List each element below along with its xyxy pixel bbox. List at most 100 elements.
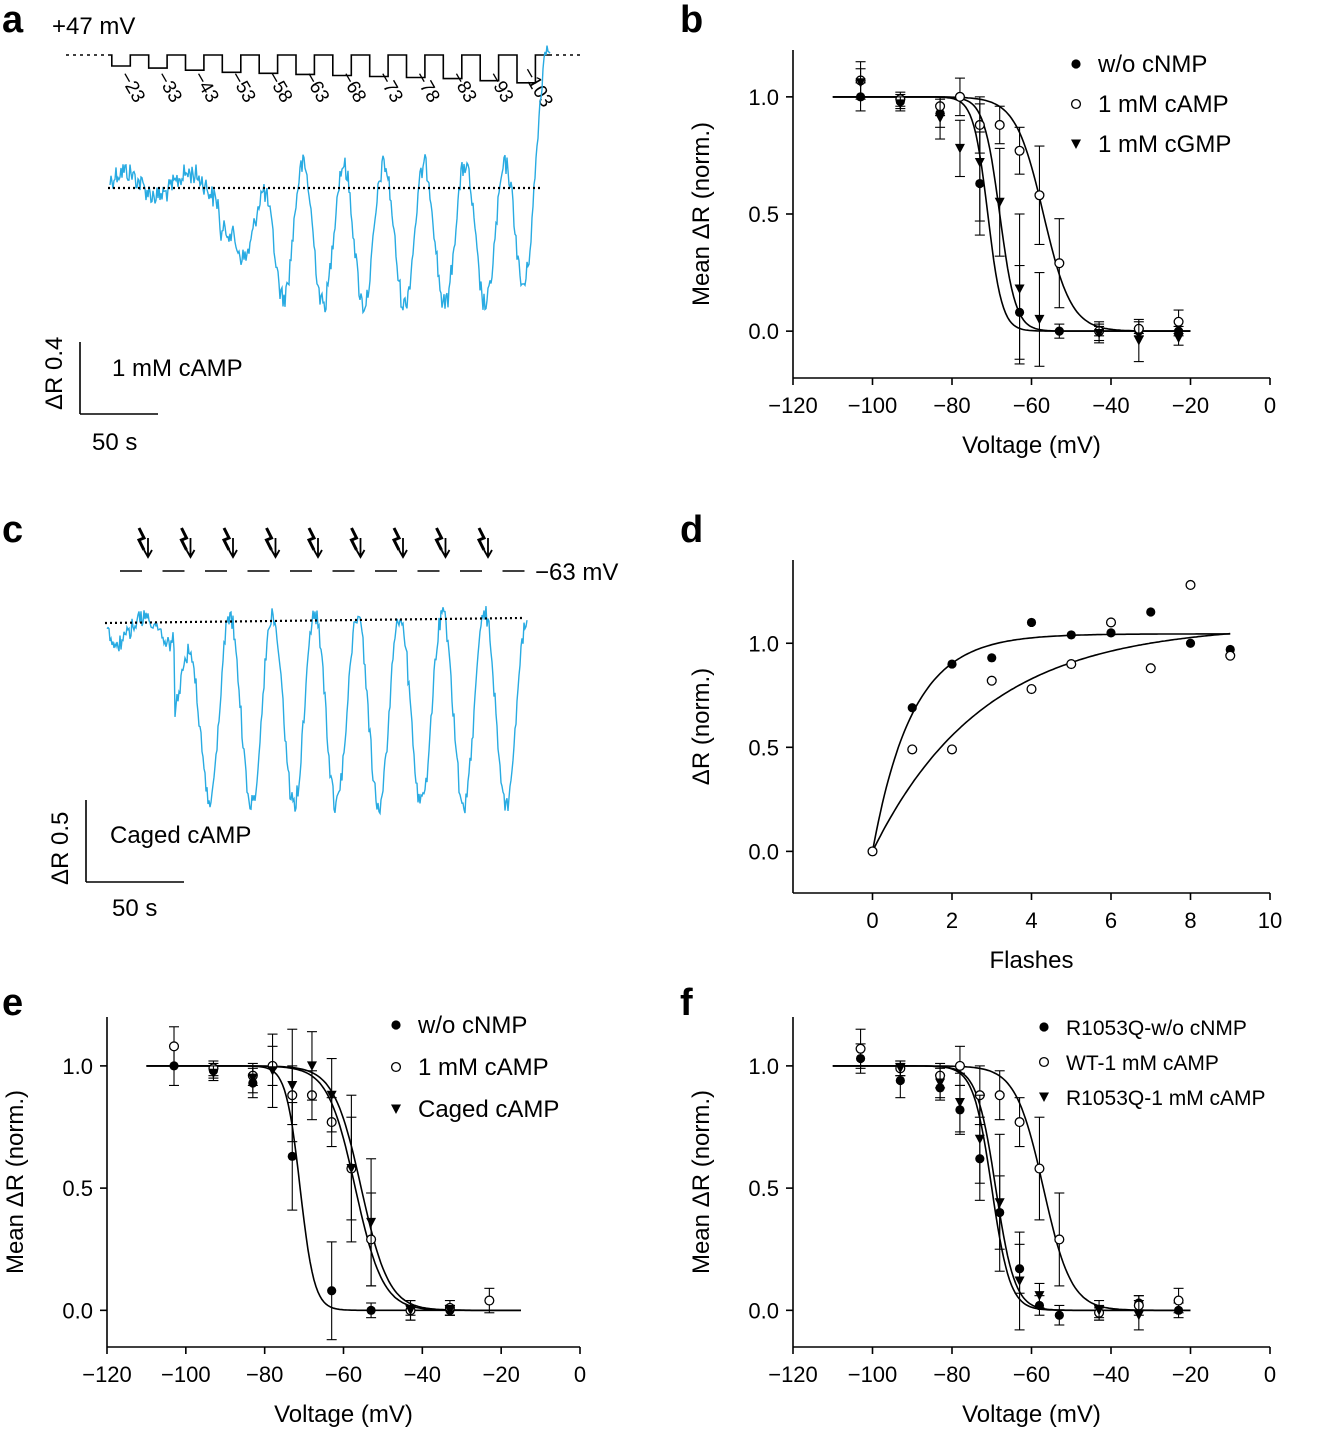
panel-c-trace: −63 mV ΔR 0.5 50 s Caged cAMP	[47, 527, 618, 922]
data-point	[1094, 328, 1105, 339]
legend-marker	[1071, 139, 1081, 149]
data-point	[935, 113, 946, 123]
x-axis-label: Voltage (mV)	[962, 1401, 1101, 1428]
y-tick-label: 0.5	[748, 735, 779, 760]
scalebar-x-label-c: 50 s	[112, 895, 157, 922]
panel-f-label: f	[680, 982, 693, 1024]
legend-label: Caged cAMP	[418, 1096, 559, 1123]
step-voltage-label: −73	[373, 68, 407, 106]
holding-voltage-label: −63 mV	[535, 559, 618, 586]
flash-arrow-icon	[440, 538, 451, 559]
chart-e: −120 −100 −80 −60 −40 −20 0 0.0 0.5 1.0 Voltage (m…	[2, 1012, 586, 1428]
x-tick-label: −80	[246, 1362, 283, 1387]
legend-label: R1053Q-1 mM cAMP	[1066, 1087, 1266, 1110]
data-point	[1066, 630, 1076, 640]
flash-arrow-icon	[143, 538, 153, 559]
data-point	[326, 1090, 337, 1101]
y-tick-label: 0.0	[748, 1298, 779, 1323]
x-tick-label: 6	[1105, 908, 1117, 933]
x-tick-label: 10	[1258, 908, 1282, 933]
lightning-flash-icon	[349, 527, 359, 551]
x-tick-label: −100	[848, 1362, 898, 1387]
y-tick-label: 0.5	[748, 1176, 779, 1201]
data-point	[1185, 638, 1196, 648]
y-axis-label: ΔR (norm.)	[688, 668, 715, 785]
data-point	[954, 1098, 965, 1108]
lightning-flash-icon	[434, 527, 444, 551]
y-tick-label: 0.0	[748, 839, 779, 864]
data-point	[1106, 628, 1116, 638]
data-point	[1066, 659, 1077, 670]
y-tick-label: 1.0	[748, 631, 779, 656]
x-tick-label: −80	[933, 1362, 970, 1387]
x-tick-label: 8	[1184, 908, 1196, 933]
panel-c-label: c	[2, 509, 23, 551]
data-point	[247, 1073, 258, 1084]
data-point	[287, 1151, 297, 1161]
step-voltage-label: −68	[336, 68, 370, 106]
step-voltage-label: −93	[483, 68, 517, 106]
data-point	[1225, 650, 1236, 661]
x-tick-label: −20	[483, 1362, 520, 1387]
data-point	[1034, 190, 1045, 201]
data-point	[1034, 1291, 1045, 1301]
data-point	[1014, 284, 1025, 294]
data-point	[867, 846, 878, 857]
y-axis-label: Mean ΔR (norm.)	[2, 1090, 29, 1274]
legend-marker	[390, 1061, 402, 1073]
x-tick-label: 0	[1264, 1362, 1276, 1387]
data-point	[484, 1295, 495, 1306]
data-point	[994, 1198, 1005, 1208]
step-voltage-label: −103	[517, 63, 557, 111]
data-point	[1014, 145, 1025, 156]
data-point	[405, 1305, 416, 1316]
panel-a-trace: +47 mV −23 −33 −43 −53 −58 −63 −68 −73 −78 −83 −93…	[41, 13, 582, 456]
data-point	[1105, 617, 1117, 628]
data-point	[444, 1305, 455, 1316]
x-tick-label: −20	[1172, 393, 1209, 418]
legend-marker	[1070, 98, 1082, 110]
flash-arrow-icon	[483, 538, 493, 559]
x-tick-label: −40	[1092, 1362, 1129, 1387]
data-point	[1173, 316, 1184, 327]
top-voltage-label: +47 mV	[52, 13, 135, 40]
data-point	[1145, 663, 1156, 674]
x-tick-label: −60	[325, 1362, 362, 1387]
x-tick-label: −60	[1013, 1362, 1050, 1387]
data-point	[987, 653, 997, 663]
data-point	[366, 1305, 376, 1315]
step-voltage-label: −83	[446, 68, 480, 106]
data-point	[954, 143, 965, 154]
data-point	[946, 744, 958, 755]
data-point	[1034, 314, 1045, 325]
x-tick-label: 2	[946, 908, 958, 933]
x-tick-label: −20	[1172, 1362, 1209, 1387]
data-point	[1014, 1276, 1025, 1286]
panel-d-label: d	[680, 509, 703, 551]
legend-marker	[1071, 59, 1081, 69]
x-tick-label: 4	[1025, 908, 1037, 933]
data-point	[994, 119, 1005, 131]
y-tick-label: 1.0	[748, 1054, 779, 1079]
data-point	[974, 1134, 985, 1145]
x-tick-label: −100	[161, 1362, 211, 1387]
x-axis-label: Flashes	[989, 947, 1073, 974]
panel-a-label: a	[2, 0, 24, 41]
x-tick-label: 0	[1264, 393, 1276, 418]
data-point	[895, 1063, 906, 1074]
x-tick-label: 0	[866, 908, 878, 933]
data-point	[986, 675, 997, 686]
legend-label: 1 mM cAMP	[1098, 91, 1229, 118]
lightning-flash-icon	[476, 527, 487, 551]
scalebar-y-label: ΔR 0.4	[41, 337, 68, 410]
legend-marker	[1038, 1056, 1050, 1068]
data-point	[208, 1068, 219, 1079]
y-tick-label: 0.5	[748, 202, 779, 227]
data-point	[954, 1060, 965, 1071]
x-tick-label: −120	[768, 1362, 818, 1387]
data-point	[1094, 1305, 1105, 1316]
data-point	[1054, 1310, 1064, 1320]
data-point	[327, 1286, 337, 1296]
data-point	[947, 659, 957, 669]
